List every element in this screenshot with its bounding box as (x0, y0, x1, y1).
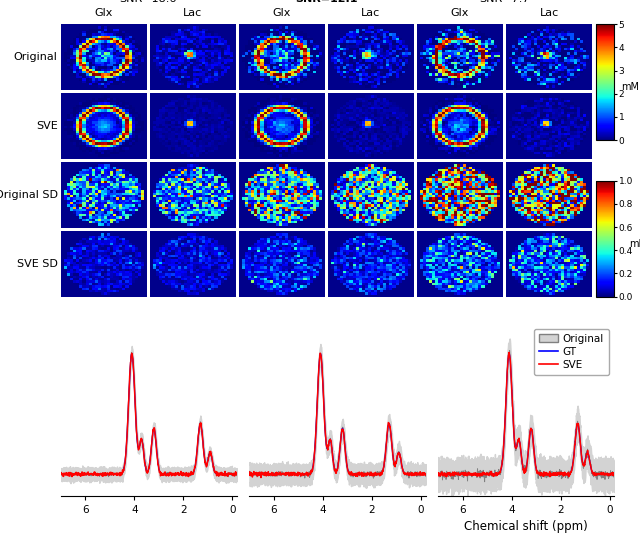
Text: SVE: SVE (36, 121, 58, 131)
Y-axis label: mM: mM (630, 239, 640, 248)
Text: Lac: Lac (540, 8, 559, 18)
Text: SVE SD: SVE SD (17, 259, 58, 269)
Text: Lac: Lac (361, 8, 381, 18)
Legend: Original, GT, SVE: Original, GT, SVE (534, 329, 609, 375)
Text: Original: Original (13, 52, 58, 62)
Text: Original SD: Original SD (0, 190, 58, 200)
Text: Glx: Glx (273, 8, 291, 18)
Y-axis label: mM: mM (621, 82, 639, 92)
Text: Glx: Glx (94, 8, 113, 18)
Text: SNR=7.7: SNR=7.7 (479, 0, 530, 4)
Text: Lac: Lac (183, 8, 202, 18)
Text: SNR=12.1: SNR=12.1 (295, 0, 358, 4)
Text: SNR=18.6: SNR=18.6 (119, 0, 177, 4)
Text: Glx: Glx (451, 8, 469, 18)
X-axis label: Chemical shift (ppm): Chemical shift (ppm) (465, 521, 588, 534)
